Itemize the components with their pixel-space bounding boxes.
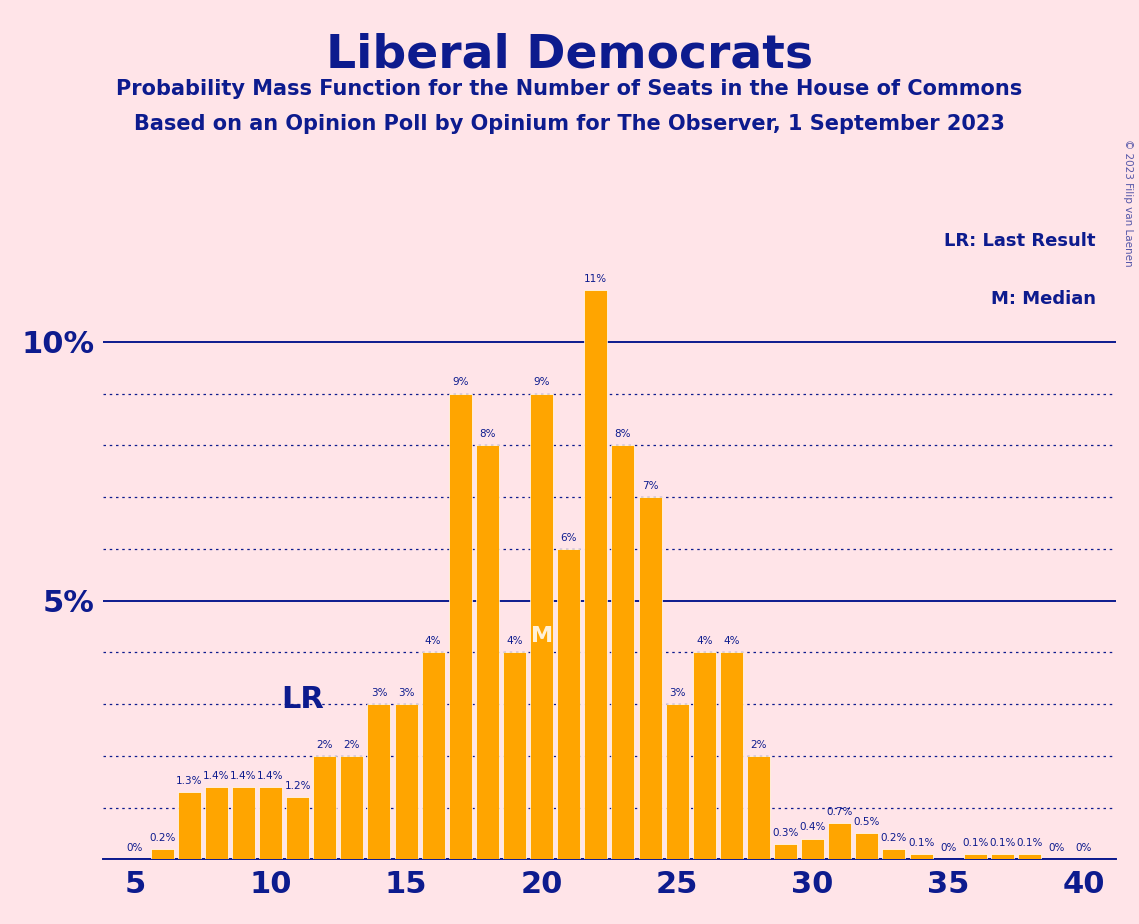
Text: 0.4%: 0.4%: [800, 822, 826, 833]
Bar: [747, 756, 770, 859]
Text: 0.7%: 0.7%: [827, 807, 853, 817]
Bar: [178, 792, 200, 859]
Bar: [801, 839, 825, 859]
Text: 2%: 2%: [344, 739, 360, 749]
Text: 9%: 9%: [533, 377, 550, 387]
Text: M: M: [531, 626, 552, 646]
Text: 1.4%: 1.4%: [257, 771, 284, 781]
Text: 4%: 4%: [696, 636, 713, 646]
Bar: [150, 849, 173, 859]
Bar: [665, 704, 689, 859]
Text: Probability Mass Function for the Number of Seats in the House of Commons: Probability Mass Function for the Number…: [116, 79, 1023, 99]
Text: 0.2%: 0.2%: [149, 833, 175, 843]
Text: 2%: 2%: [317, 739, 333, 749]
Bar: [503, 652, 526, 859]
Text: Based on an Opinion Poll by Opinium for The Observer, 1 September 2023: Based on an Opinion Poll by Opinium for …: [134, 114, 1005, 134]
Text: 4%: 4%: [425, 636, 442, 646]
Text: 7%: 7%: [641, 480, 658, 491]
Text: 4%: 4%: [723, 636, 739, 646]
Text: 0.3%: 0.3%: [772, 828, 798, 837]
Bar: [232, 787, 255, 859]
Text: 9%: 9%: [452, 377, 468, 387]
Bar: [639, 497, 662, 859]
Text: 8%: 8%: [615, 429, 631, 439]
Bar: [368, 704, 391, 859]
Text: Liberal Democrats: Liberal Democrats: [326, 32, 813, 78]
Text: LR: Last Result: LR: Last Result: [944, 232, 1096, 249]
Bar: [394, 704, 418, 859]
Bar: [991, 854, 1014, 859]
Text: 0%: 0%: [1075, 843, 1092, 853]
Text: 0.1%: 0.1%: [989, 838, 1016, 848]
Text: 0.2%: 0.2%: [880, 833, 907, 843]
Bar: [286, 797, 309, 859]
Text: 1.4%: 1.4%: [203, 771, 230, 781]
Bar: [557, 549, 580, 859]
Text: 1.4%: 1.4%: [230, 771, 256, 781]
Bar: [720, 652, 743, 859]
Text: 1.2%: 1.2%: [285, 781, 311, 791]
Bar: [855, 833, 878, 859]
Text: © 2023 Filip van Laenen: © 2023 Filip van Laenen: [1123, 139, 1133, 266]
Text: 4%: 4%: [506, 636, 523, 646]
Bar: [530, 394, 554, 859]
Text: 0.1%: 0.1%: [908, 838, 934, 848]
Bar: [313, 756, 336, 859]
Bar: [259, 787, 282, 859]
Bar: [476, 445, 499, 859]
Text: 11%: 11%: [584, 274, 607, 284]
Text: 1.3%: 1.3%: [177, 776, 203, 785]
Bar: [775, 844, 797, 859]
Text: 8%: 8%: [480, 429, 495, 439]
Text: 3%: 3%: [669, 687, 686, 698]
Text: 0.1%: 0.1%: [962, 838, 989, 848]
Text: 0.1%: 0.1%: [1016, 838, 1042, 848]
Bar: [964, 854, 986, 859]
Bar: [341, 756, 363, 859]
Bar: [1018, 854, 1041, 859]
Bar: [883, 849, 906, 859]
Text: 0%: 0%: [940, 843, 957, 853]
Bar: [449, 394, 472, 859]
Text: 6%: 6%: [560, 532, 577, 542]
Bar: [584, 290, 607, 859]
Bar: [205, 787, 228, 859]
Bar: [693, 652, 715, 859]
Bar: [828, 823, 851, 859]
Bar: [910, 854, 933, 859]
Text: 0%: 0%: [1048, 843, 1065, 853]
Bar: [421, 652, 444, 859]
Text: 0%: 0%: [126, 843, 144, 853]
Text: 2%: 2%: [751, 739, 767, 749]
Text: LR: LR: [281, 686, 325, 714]
Text: M: Median: M: Median: [991, 290, 1096, 308]
Text: 3%: 3%: [398, 687, 415, 698]
Text: 0.5%: 0.5%: [853, 817, 880, 827]
Bar: [612, 445, 634, 859]
Text: 3%: 3%: [370, 687, 387, 698]
